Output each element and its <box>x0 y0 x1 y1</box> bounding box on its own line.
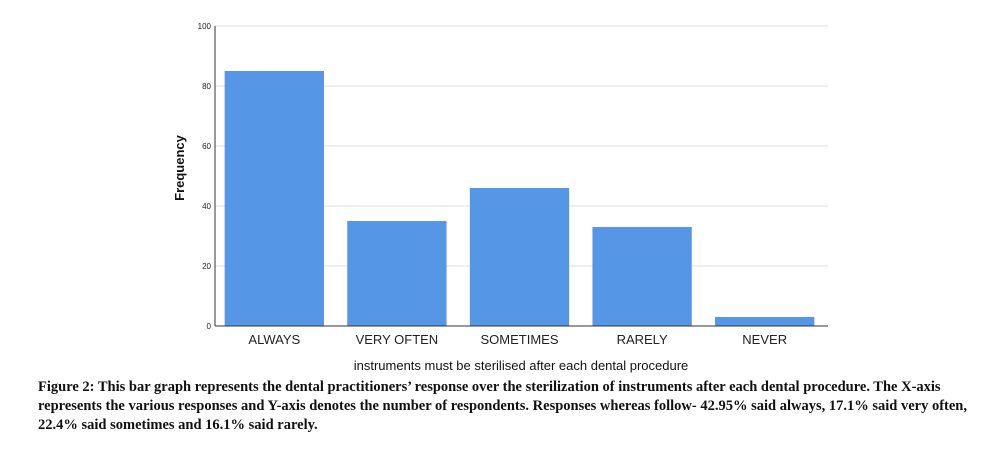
bar-chart: 0 20 40 60 80 100 ALWAYS VERY OFTEN SOMETIMES RA… <box>172 22 828 373</box>
bar-sometimes <box>469 188 570 326</box>
y-tick-label: 40 <box>202 202 211 211</box>
y-tick-label: 0 <box>207 322 212 331</box>
bar-never <box>715 317 815 326</box>
y-tick-label: 80 <box>202 82 211 91</box>
bar-very-often <box>347 221 447 326</box>
bar-rarely <box>592 227 692 326</box>
x-category-labels: ALWAYS VERY OFTEN SOMETIMES RARELY NEVER <box>248 332 787 347</box>
bar-always <box>224 71 324 326</box>
y-tick-label: 20 <box>202 262 211 271</box>
y-tick-label: 60 <box>202 142 211 151</box>
x-tick-label: ALWAYS <box>248 332 300 347</box>
y-tick-labels: 0 20 40 60 80 100 <box>198 22 212 331</box>
figure-caption: Figure 2: This bar graph represents the … <box>38 379 967 433</box>
x-tick-label: VERY OFTEN <box>356 332 439 347</box>
bars <box>224 71 815 326</box>
x-tick-label: RARELY <box>617 332 668 347</box>
x-tick-label: NEVER <box>742 332 787 347</box>
x-axis-title: instruments must be sterilised after eac… <box>354 358 689 373</box>
x-tick-label: SOMETIMES <box>480 332 558 347</box>
y-tick-label: 100 <box>198 22 212 31</box>
y-axis-title: Frequency <box>172 134 187 201</box>
